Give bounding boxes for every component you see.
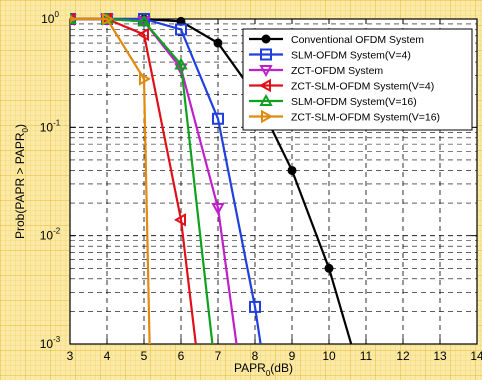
legend-label: ZCT-SLM-OFDM System(V=16) [291,112,440,124]
x-tick-label: 7 [215,349,222,363]
x-tick-label: 8 [252,349,259,363]
data-point [136,27,149,42]
data-point [173,213,186,227]
data-point [213,38,223,48]
legend-label: ZCT-OFDM System [291,65,383,77]
x-tick-label: 9 [289,349,296,363]
data-point [212,112,224,125]
x-tick-label: 14 [470,349,482,363]
data-point [287,165,297,175]
series-line [70,17,151,344]
legend-box [242,28,473,131]
data-point [102,13,115,26]
x-axis-label: PAPR0(dB) [234,361,293,378]
y-axis-label: Prob(PAPR > PAPR0) [13,124,30,239]
axes-box [69,18,478,345]
y-tick-label: 10-1 [40,118,61,134]
data-point [249,300,261,313]
series-5 [70,13,152,344]
x-tick-label: 10 [322,349,336,363]
legend-label: ZCT-SLM-OFDM System(V=4) [291,81,434,93]
legend-marker [261,109,274,124]
legend-label: SLM-OFDM System(V=16) [291,96,417,108]
data-point [174,57,188,70]
x-tick-label: 6 [178,349,185,363]
data-point [211,203,225,216]
data-point [175,23,187,36]
legend-marker [259,93,273,106]
y-tick-label: 10-2 [40,227,61,243]
data-point [139,72,152,86]
legend-marker [258,78,271,93]
data-point [137,14,151,27]
legend-marker [259,65,273,78]
y-tick-label: 100 [41,10,59,26]
legend-marker [261,34,271,44]
x-tick-label: 13 [433,349,447,363]
legend-label: Conventional OFDM System [291,34,424,46]
x-tick-label: 5 [141,349,148,363]
legend: Conventional OFDM System SLM-OFDM System(… [242,28,473,131]
legend-label: SLM-OFDM System(V=4) [291,50,411,62]
x-tick-label: 12 [396,349,410,363]
y-tick-label: 10-3 [40,335,61,351]
x-tick-label: 4 [104,349,111,363]
data-point [70,15,78,23]
legend-marker [260,48,272,61]
x-tick-label: 3 [67,349,74,363]
data-point [324,263,334,273]
x-tick-label: 11 [360,349,373,363]
